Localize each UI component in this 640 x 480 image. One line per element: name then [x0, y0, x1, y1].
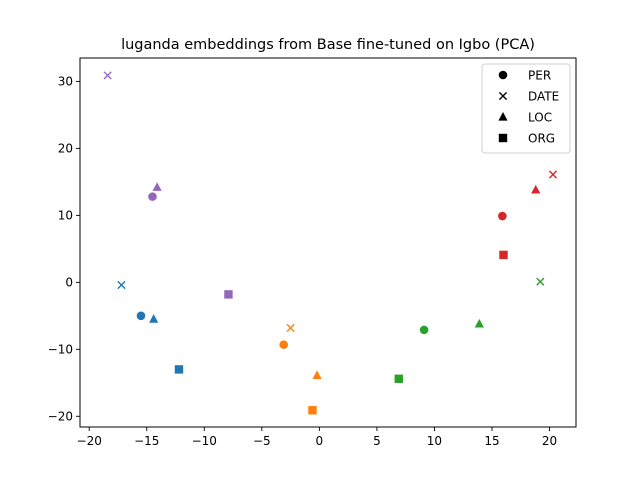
y-tick-label: −20 — [48, 410, 73, 424]
data-point-org — [394, 374, 403, 383]
y-tick-label: 20 — [58, 142, 73, 156]
data-point-per — [136, 311, 146, 321]
data-point-date — [117, 280, 126, 290]
data-point-per — [498, 211, 507, 221]
plot-area — [103, 71, 558, 415]
y-tick-label: −10 — [48, 343, 73, 357]
y-tick-label: 10 — [58, 209, 73, 223]
data-point-loc — [149, 314, 159, 323]
data-point-per — [148, 192, 157, 201]
data-point-org — [224, 290, 233, 299]
x-axis: −20 −15 −10 −5 0 5 10 15 20 — [77, 427, 557, 448]
legend-box — [481, 63, 571, 154]
data-point-loc — [531, 184, 541, 194]
legend-label-date: DATE — [528, 89, 559, 103]
data-point-per — [279, 340, 288, 349]
y-axis: −20 −10 0 10 20 30 — [48, 75, 80, 424]
legend-marker-loc — [498, 112, 508, 121]
x-tick-label: 0 — [316, 434, 324, 448]
data-point-date — [536, 277, 545, 286]
data-point-loc — [152, 182, 162, 191]
legend-marker-per — [498, 70, 508, 80]
x-tick-label: −15 — [134, 434, 159, 448]
x-tick-label: 15 — [484, 434, 499, 448]
data-point-date — [103, 71, 112, 80]
x-tick-label: −10 — [192, 434, 217, 448]
legend-label-loc: LOC — [528, 110, 552, 124]
y-tick-label: 30 — [58, 75, 73, 89]
legend: PER DATE LOC ORG — [481, 63, 571, 154]
data-point-org — [308, 406, 317, 415]
y-tick-label: 0 — [65, 276, 73, 290]
data-point-loc — [474, 318, 484, 328]
data-point-org — [174, 365, 184, 374]
data-point-date — [286, 323, 295, 332]
chart-title: luganda embeddings from Base fine-tuned … — [121, 37, 535, 53]
x-tick-label: 20 — [542, 434, 557, 448]
data-point-loc — [312, 370, 322, 380]
legend-label-org: ORG — [528, 131, 555, 145]
data-point-per — [419, 325, 429, 335]
x-tick-label: −20 — [77, 434, 102, 448]
x-tick-label: 10 — [427, 434, 442, 448]
data-point-date — [548, 170, 558, 179]
x-tick-label: −5 — [253, 434, 271, 448]
axes-frame — [79, 57, 577, 428]
legend-marker-org — [498, 133, 508, 143]
x-tick-label: 5 — [373, 434, 381, 448]
data-point-org — [499, 250, 508, 260]
legend-label-per: PER — [528, 68, 551, 82]
legend-marker-date — [498, 91, 508, 101]
